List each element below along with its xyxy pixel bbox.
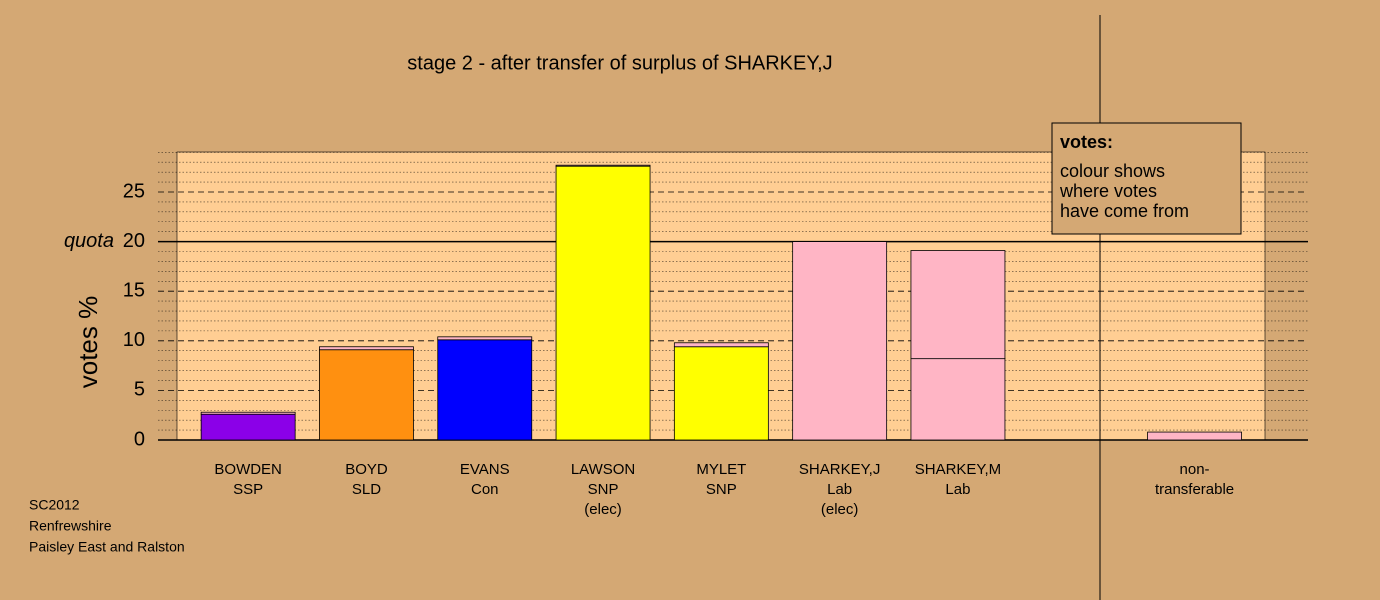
y-tick-label: 25	[123, 180, 145, 202]
x-tick-label: Lab	[827, 481, 852, 498]
x-tick-label: (elec)	[821, 501, 859, 518]
x-tick-label: LAWSON	[571, 461, 635, 478]
quota-label: quota	[64, 230, 114, 252]
labels: 0 5 10 15 20 25 quota BOWDEN SSP BOYD SLD EVANS Con L…	[64, 180, 1234, 518]
bar-segment	[673, 342, 769, 348]
y-tick-label: 20	[123, 230, 145, 252]
bar-segment	[200, 413, 296, 441]
bar-segment	[792, 241, 888, 441]
bar-segment	[200, 411, 296, 415]
legend-text: where votes	[1059, 181, 1157, 201]
x-tick-label: Con	[471, 481, 499, 498]
y-tick-label: 15	[123, 279, 145, 301]
chart-title: stage 2 - after transfer of surplus of S…	[407, 52, 832, 74]
bar-segment	[319, 346, 414, 351]
y-tick-label: 5	[134, 379, 145, 401]
x-tick-label: SNP	[706, 481, 737, 498]
bar-segment	[555, 165, 651, 441]
legend-title: votes:	[1060, 132, 1113, 152]
x-tick-label: MYLET	[696, 461, 746, 478]
legend-box	[1051, 122, 1242, 235]
x-tick-label: SNP	[588, 481, 619, 498]
bar-segment	[1147, 431, 1242, 441]
footnote: SC2012	[29, 497, 80, 513]
x-tick-label: transferable	[1155, 481, 1234, 498]
x-tick-label: SHARKEY,M	[915, 461, 1001, 478]
x-tick-label: non-	[1180, 461, 1210, 478]
y-tick-label: 0	[134, 428, 145, 450]
bar-segment	[555, 164, 651, 167]
footnote: Paisley East and Ralston	[29, 539, 185, 555]
legend-text: colour shows	[1060, 161, 1165, 181]
bars	[200, 164, 1242, 441]
bar-segment	[910, 250, 1006, 360]
bar-segment	[910, 358, 1006, 441]
x-tick-label: SHARKEY,J	[799, 461, 880, 478]
x-tick-label: (elec)	[584, 501, 622, 518]
legend-text: have come from	[1060, 201, 1189, 221]
x-tick-label: SLD	[352, 481, 381, 498]
x-tick-label: EVANS	[460, 461, 510, 478]
x-tick-label: BOYD	[345, 461, 388, 478]
bar-segment	[673, 346, 769, 441]
x-tick-label: SSP	[233, 481, 263, 498]
x-tick-label: Lab	[945, 481, 970, 498]
footnote: Renfrewshire	[29, 518, 112, 534]
y-tick-label: 10	[123, 329, 145, 351]
bar-segment	[437, 339, 533, 441]
bar-segment	[437, 336, 533, 341]
y-axis-label: votes %	[73, 296, 103, 389]
bar-segment	[319, 349, 414, 441]
x-tick-label: BOWDEN	[214, 461, 282, 478]
